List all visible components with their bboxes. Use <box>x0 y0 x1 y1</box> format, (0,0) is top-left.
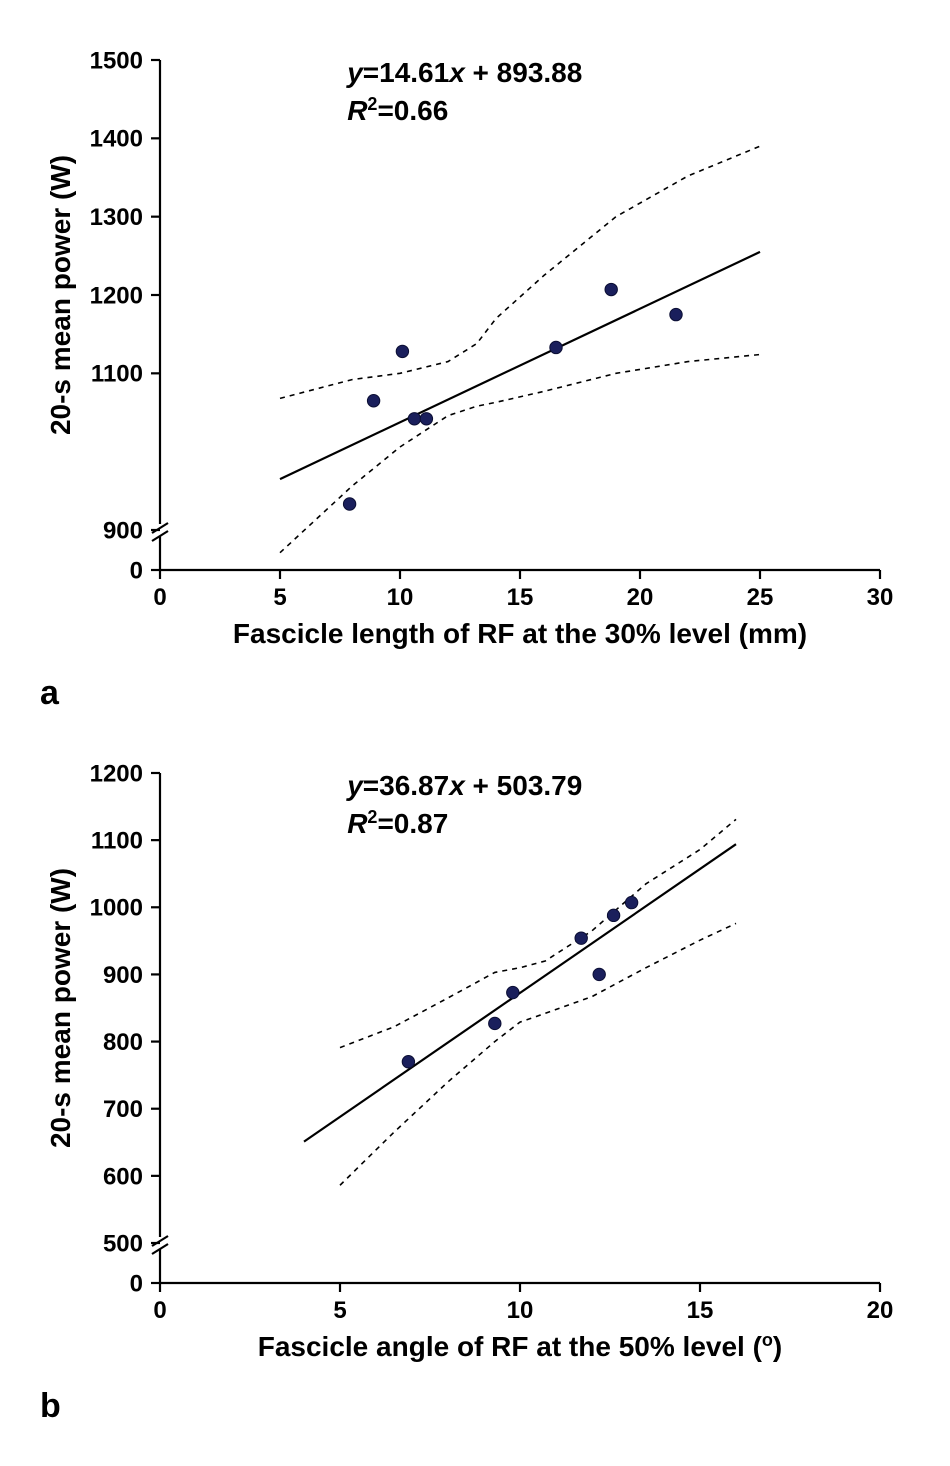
chart-b: 0 5 10 15 20 500 600 700 800 900 1000 1100 1200 0 Fasc… <box>40 733 950 1393</box>
svg-text:900: 900 <box>103 517 143 544</box>
svg-text:20: 20 <box>867 1297 894 1324</box>
svg-text:1400: 1400 <box>90 126 143 153</box>
svg-text:15: 15 <box>507 584 534 611</box>
svg-text:0: 0 <box>130 557 143 584</box>
panel-a: 051015202530900600110012001300140015000F… <box>40 20 950 713</box>
figure: 051015202530900600110012001300140015000F… <box>40 20 950 1426</box>
svg-text:1200: 1200 <box>90 282 143 309</box>
svg-text:0: 0 <box>153 1297 166 1324</box>
svg-text:700: 700 <box>103 1096 143 1123</box>
svg-text:900: 900 <box>103 962 143 989</box>
svg-text:1100: 1100 <box>91 361 143 388</box>
svg-text:1300: 1300 <box>90 204 143 231</box>
svg-text:y=14.61x + 893.88: y=14.61x + 893.88 <box>345 57 582 88</box>
svg-text:5: 5 <box>273 584 286 611</box>
svg-text:800: 800 <box>103 1029 143 1056</box>
svg-text:R2=0.66: R2=0.66 <box>347 94 448 126</box>
svg-text:20-s mean power (W): 20-s mean power (W) <box>45 868 76 1148</box>
svg-text:600: 600 <box>103 1163 143 1190</box>
panel-b: 0 5 10 15 20 500 600 700 800 900 1000 1100 1200 0 Fasc… <box>40 733 950 1426</box>
svg-text:1000: 1000 <box>90 895 143 922</box>
svg-text:5: 5 <box>333 1297 346 1324</box>
svg-text:25: 25 <box>747 584 774 611</box>
svg-text:10: 10 <box>507 1297 534 1324</box>
chart-a: 051015202530900600110012001300140015000F… <box>40 20 950 680</box>
svg-text:1500: 1500 <box>90 47 143 74</box>
svg-text:0: 0 <box>153 584 166 611</box>
svg-text:500: 500 <box>103 1230 143 1257</box>
svg-text:1200: 1200 <box>90 760 143 787</box>
panel-a-label: a <box>40 674 950 713</box>
svg-text:20-s mean power (W): 20-s mean power (W) <box>45 155 76 435</box>
panel-b-label: b <box>40 1387 950 1426</box>
svg-text:1100: 1100 <box>91 828 143 855</box>
svg-text:y=36.87x + 503.79: y=36.87x + 503.79 <box>345 770 582 801</box>
svg-text:15: 15 <box>687 1297 714 1324</box>
svg-text:R2=0.87: R2=0.87 <box>347 807 448 839</box>
svg-text:0: 0 <box>130 1270 143 1297</box>
svg-text:Fascicle angle of RF at the 50: Fascicle angle of RF at the 50% level (o… <box>258 1330 783 1362</box>
svg-text:Fascicle length of RF at the 3: Fascicle length of RF at the 30% level (… <box>233 618 807 649</box>
svg-text:30: 30 <box>867 584 894 611</box>
svg-text:10: 10 <box>387 584 414 611</box>
svg-text:20: 20 <box>627 584 654 611</box>
